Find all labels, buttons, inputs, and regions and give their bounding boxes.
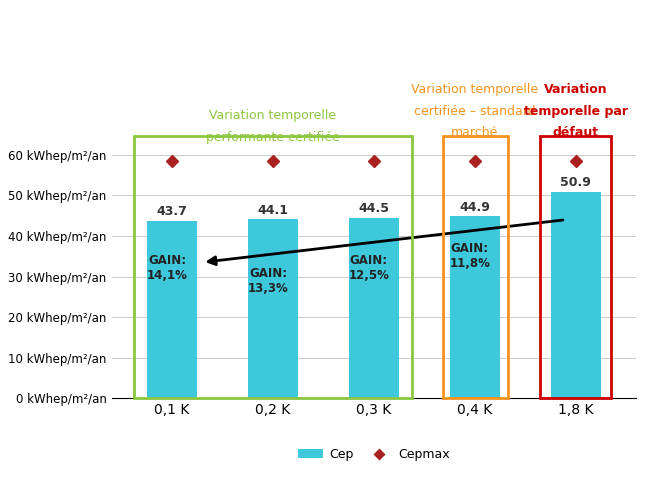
Text: GAIN:
11,8%: GAIN: 11,8% <box>449 242 490 270</box>
Legend: Cep, Cepmax: Cep, Cepmax <box>293 443 455 466</box>
Text: Variation temporelle: Variation temporelle <box>411 83 539 96</box>
Bar <box>248 219 298 398</box>
Text: GAIN:
12,5%: GAIN: 12,5% <box>348 254 389 282</box>
Bar <box>449 216 500 398</box>
Text: 44.5: 44.5 <box>358 202 390 215</box>
Text: GAIN:
13,3%: GAIN: 13,3% <box>247 266 289 295</box>
Text: temporelle par: temporelle par <box>523 105 628 118</box>
Text: Variation temporelle: Variation temporelle <box>209 109 337 122</box>
Text: 50.9: 50.9 <box>560 176 591 189</box>
Text: 44.9: 44.9 <box>459 201 490 214</box>
Text: 44.1: 44.1 <box>258 204 289 217</box>
Text: certifiée – standard: certifiée – standard <box>414 105 536 118</box>
Bar <box>541 136 611 398</box>
Text: Variation: Variation <box>544 83 607 96</box>
Text: défaut: défaut <box>553 126 599 139</box>
Bar <box>147 221 197 398</box>
Text: performante certifiée: performante certifiée <box>206 131 340 144</box>
Bar <box>443 136 508 398</box>
Bar <box>134 136 412 398</box>
Text: marché: marché <box>451 126 499 139</box>
Text: GAIN:
14,1%: GAIN: 14,1% <box>146 254 188 282</box>
Bar <box>349 217 399 398</box>
Text: 43.7: 43.7 <box>157 205 188 218</box>
Bar <box>550 192 601 398</box>
